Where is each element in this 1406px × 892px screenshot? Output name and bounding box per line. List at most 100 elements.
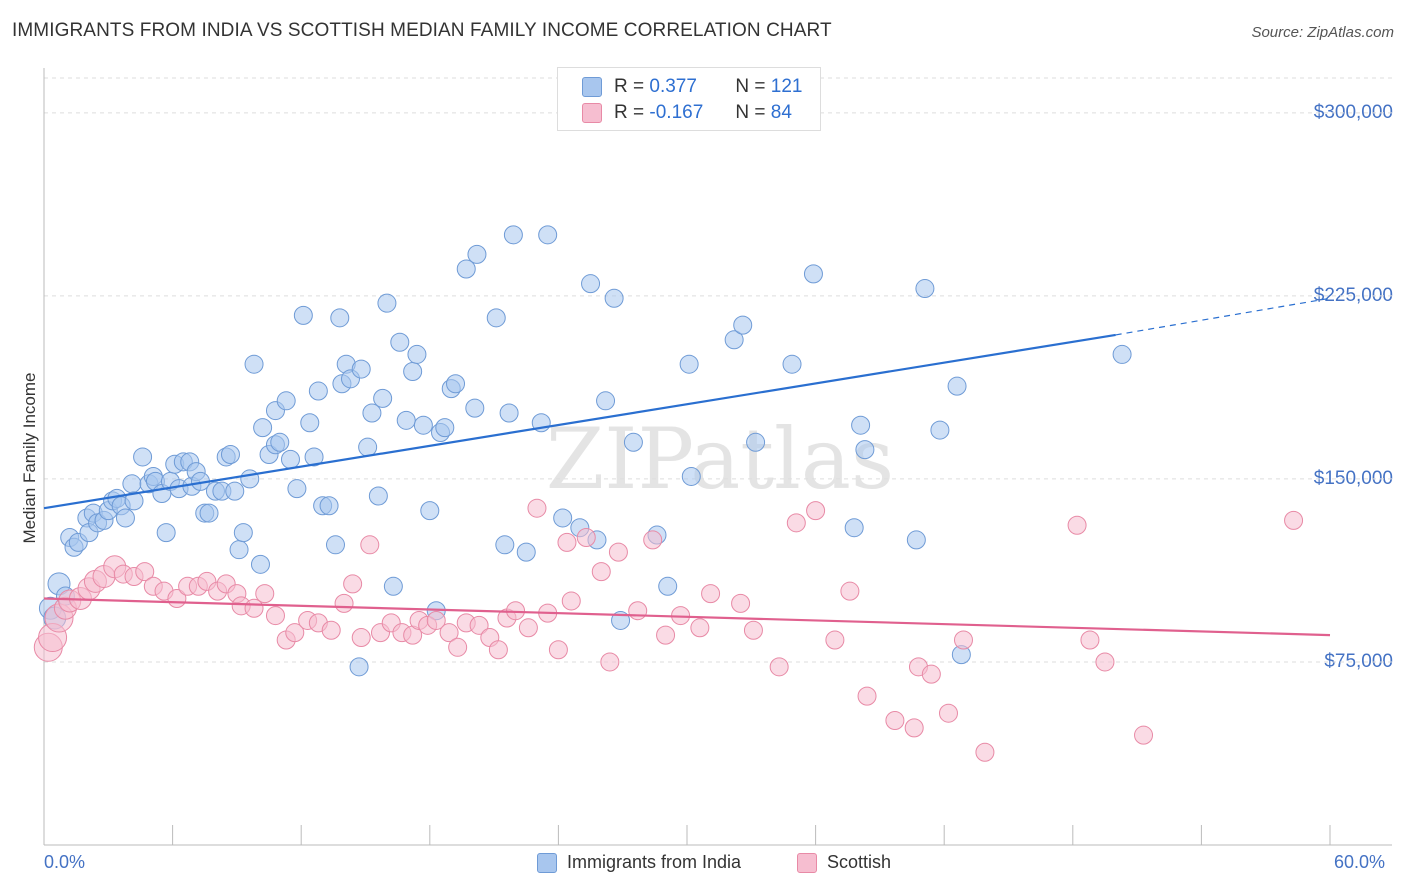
- n-value: 121: [770, 76, 803, 97]
- india-point: [553, 508, 573, 528]
- india-point: [407, 344, 427, 364]
- scottish-point: [448, 637, 468, 657]
- scottish-point: [343, 574, 363, 594]
- india-point: [746, 432, 766, 452]
- scottish-point: [953, 630, 973, 650]
- legend-item-scottish[interactable]: Scottish: [797, 852, 891, 873]
- scottish-point: [548, 640, 568, 660]
- scottish-point: [904, 718, 924, 738]
- x-tick-label-min: 0.0%: [44, 852, 86, 872]
- india-point: [658, 576, 678, 596]
- india-point: [396, 410, 416, 430]
- india-point: [325, 535, 345, 555]
- scottish-point: [561, 591, 581, 611]
- scottish-point: [690, 618, 710, 638]
- india-point: [855, 440, 875, 460]
- india-point: [358, 437, 378, 457]
- india-point: [229, 540, 249, 560]
- scottish-point: [265, 606, 285, 626]
- legend-item-india[interactable]: Immigrants from India: [537, 852, 741, 873]
- scottish-swatch: [582, 103, 602, 123]
- india-point: [122, 474, 142, 494]
- india-point: [300, 413, 320, 433]
- india-legend-swatch: [537, 852, 557, 873]
- scottish-point: [806, 501, 826, 521]
- x-tick-label-max: 60.0%: [1334, 852, 1386, 872]
- scottish-point: [825, 630, 845, 650]
- r-value: 0.377: [649, 76, 697, 97]
- scottish-point: [857, 686, 877, 706]
- india-point: [413, 415, 433, 435]
- india-point: [390, 332, 410, 352]
- n-value: 84: [770, 102, 792, 123]
- scottish-point: [769, 657, 789, 677]
- india-point: [947, 376, 967, 396]
- india-point: [435, 418, 455, 438]
- scottish-point: [439, 623, 459, 643]
- india-swatch: [582, 77, 602, 97]
- india-point: [851, 415, 871, 435]
- india-point: [373, 388, 393, 408]
- india-point: [538, 225, 558, 245]
- india-point: [495, 535, 515, 555]
- scottish-point: [527, 498, 547, 518]
- india-point: [199, 503, 219, 523]
- scottish-point: [1080, 630, 1100, 650]
- india-point: [679, 354, 699, 374]
- india-trend-extension: [1115, 297, 1331, 336]
- scottish-point: [255, 584, 275, 604]
- india-point: [499, 403, 519, 423]
- scottish-point: [643, 530, 663, 550]
- india-point: [253, 418, 273, 438]
- legend-label-scottish: Scottish: [827, 852, 892, 872]
- india-point: [319, 496, 339, 516]
- y-tick-label: $300,000: [1313, 101, 1393, 123]
- scottish-point: [591, 562, 611, 582]
- scottish-point: [1284, 510, 1304, 530]
- india-point: [1112, 344, 1132, 364]
- r-label: R =: [614, 76, 645, 97]
- scottish-point: [285, 623, 305, 643]
- scottish-point: [135, 562, 155, 582]
- india-point: [516, 542, 536, 562]
- india-point: [456, 259, 476, 279]
- source-credit: Source: ZipAtlas.com: [1251, 24, 1394, 41]
- scottish-legend-swatch: [797, 852, 817, 873]
- scottish-point: [656, 625, 676, 645]
- india-point: [383, 576, 403, 596]
- scottish-point: [557, 532, 577, 552]
- scottish-point: [840, 581, 860, 601]
- india-point: [420, 501, 440, 521]
- india-point: [906, 530, 926, 550]
- scottish-point: [743, 620, 763, 640]
- india-point: [446, 374, 466, 394]
- india-point: [293, 305, 313, 325]
- legend-label-india: Immigrants from India: [567, 852, 742, 872]
- india-point: [330, 308, 350, 328]
- india-point: [250, 554, 270, 574]
- india-point: [596, 391, 616, 411]
- india-point: [304, 447, 324, 467]
- india-point: [623, 432, 643, 452]
- y-tick-label: $225,000: [1313, 284, 1393, 306]
- scottish-point: [1067, 515, 1087, 535]
- india-point: [362, 403, 382, 423]
- scottish-point: [938, 703, 958, 723]
- india-point: [465, 398, 485, 418]
- scottish-point: [321, 620, 341, 640]
- india-point: [276, 391, 296, 411]
- scottish-point: [1134, 725, 1154, 745]
- india-point: [225, 481, 245, 501]
- scottish-point: [469, 615, 489, 635]
- scottish-point: [786, 513, 806, 533]
- india-point: [486, 308, 506, 328]
- india-point: [220, 445, 240, 464]
- scottish-point: [360, 535, 380, 555]
- n-label: N =: [735, 76, 766, 97]
- scottish-point: [885, 711, 905, 731]
- scottish-point: [488, 640, 508, 660]
- scottish-point: [628, 601, 648, 621]
- n-label: N =: [735, 102, 766, 123]
- watermark: ZIPatlas: [546, 410, 894, 508]
